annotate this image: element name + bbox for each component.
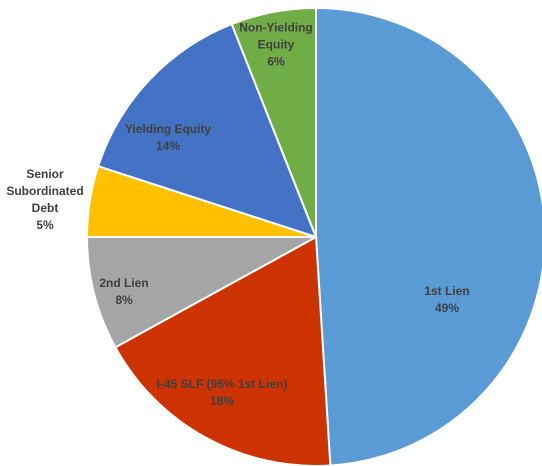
- slice-label: 1st Lien 49%: [387, 283, 507, 317]
- slice-label: I-45 SLF (96% 1st Lien) 18%: [157, 376, 288, 410]
- pie-slice: [96, 22, 318, 239]
- category-label: 1st Lien: [424, 284, 470, 298]
- value-label: 14%: [155, 139, 181, 153]
- category-label: Non-Yielding Equity: [239, 20, 313, 52]
- slice-label: Senior Subordinated Debt 5%: [0, 166, 93, 234]
- slice-label: Non-Yielding Equity 6%: [221, 20, 331, 71]
- value-label: 6%: [267, 54, 285, 69]
- pie-slice: [230, 6, 317, 238]
- value-label: 18%: [209, 394, 235, 408]
- category-label: Yielding Equity: [124, 122, 212, 136]
- value-label: 5%: [36, 218, 54, 232]
- pie-slice: [315, 6, 542, 466]
- category-label: I-45 SLF (96% 1st Lien): [156, 377, 288, 391]
- category-label: Senior Subordinated Debt: [6, 167, 84, 215]
- slice-label: Yielding Equity 14%: [125, 121, 211, 155]
- value-label: 49%: [434, 301, 460, 315]
- category-label: 2nd Lien: [99, 276, 149, 290]
- slice-label: 2nd Lien 8%: [84, 275, 164, 309]
- value-label: 8%: [115, 293, 133, 307]
- pie-slice: [85, 236, 317, 349]
